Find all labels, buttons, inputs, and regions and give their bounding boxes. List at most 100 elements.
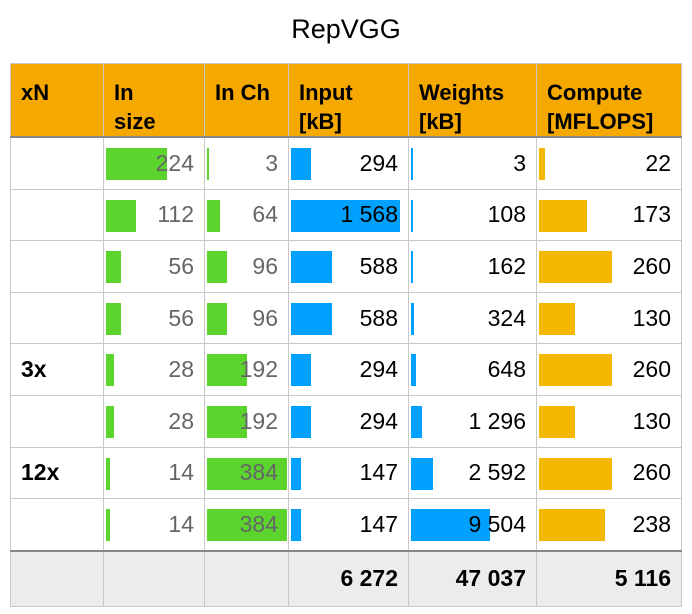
cell-input: 1 568 (288, 188, 409, 242)
table-row: 224 3 294 3 22 (10, 135, 682, 190)
header-text-line: [MFLOPS] (547, 109, 654, 134)
value-label: 147 (359, 459, 398, 486)
value-label: 3 (513, 149, 526, 176)
value-label: 294 (359, 356, 398, 383)
value-label: 224 (155, 149, 194, 176)
bar-weights (411, 354, 417, 387)
value-label: 238 (632, 510, 671, 537)
value-label: 14 (168, 510, 194, 537)
cell-weights: 324 (408, 291, 537, 345)
table-row: 3x 28 192 294 648 260 (10, 343, 682, 396)
value-label: 147 (359, 510, 398, 537)
value-label: 648 (487, 356, 526, 383)
bar-in-size (106, 509, 110, 542)
bar-compute (539, 509, 606, 542)
cell-weights: 648 (408, 343, 537, 396)
chart-title: RepVGG (291, 14, 401, 44)
bar-input (291, 405, 312, 438)
value-label: 64 (252, 201, 278, 228)
bar-compute (539, 199, 588, 232)
cell-input: 588 (288, 291, 409, 345)
value-label: 108 (487, 201, 526, 228)
bar-compute (539, 354, 612, 387)
bar-in-size (106, 405, 114, 438)
cell-xn: 12x (10, 446, 104, 500)
header-compute: Compute [MFLOPS] (536, 63, 682, 138)
bar-input (291, 251, 332, 284)
cell-xn (10, 240, 104, 293)
value-label: 28 (168, 356, 194, 383)
cell-in-size: 14 (103, 498, 205, 552)
cell-weights: 2 592 (408, 446, 537, 500)
header-row: xN In size In Ch Input [kB] Weights [kB] Co… (10, 63, 682, 138)
table-row: 14 384 147 9 504 238 (10, 498, 682, 552)
header-text-line: xN (21, 80, 50, 105)
bar-compute (539, 302, 576, 335)
header-text-line: [kB] (299, 109, 342, 134)
cell-compute: 260 (536, 240, 682, 293)
bar-compute (539, 457, 612, 490)
header-in-size: In size (103, 63, 205, 138)
value-label: 2 592 (468, 459, 526, 486)
bar-compute (539, 405, 576, 438)
table-row: 112 64 1 568 108 173 (10, 188, 682, 242)
value-label: 260 (632, 459, 671, 486)
cell-compute: 130 (536, 394, 682, 448)
value-label: 260 (632, 356, 671, 383)
data-table: xN In size In Ch Input [kB] Weights [kB] Co… (10, 63, 682, 607)
cell-in-ch: 384 (204, 498, 289, 552)
bar-in-size (106, 457, 110, 490)
bar-weights (411, 302, 414, 335)
cell-input: 294 (288, 394, 409, 448)
cell-xn (10, 188, 104, 242)
value-label: 56 (168, 252, 194, 279)
cell-in-size: 14 (103, 446, 205, 500)
header-in-ch: In Ch (204, 63, 289, 138)
cell-in-ch: 192 (204, 343, 289, 396)
bar-weights (411, 251, 413, 284)
value-label: 294 (359, 149, 398, 176)
bar-input (291, 354, 312, 387)
header-text-line: Input (299, 80, 353, 105)
bar-weights (411, 457, 433, 490)
table-row: 28 192 294 1 296 130 (10, 394, 682, 448)
header-text-line: size (114, 109, 156, 134)
cell-in-size: 112 (103, 188, 205, 242)
header-text-line: Compute (547, 80, 643, 105)
value-label: 9 504 (468, 510, 526, 537)
bar-weights (411, 509, 491, 542)
bar-in-ch (207, 199, 221, 232)
bar-input (291, 199, 401, 232)
header-xn: xN (10, 63, 104, 138)
cell-xn (10, 498, 104, 552)
cell-compute: 173 (536, 188, 682, 242)
bar-compute (539, 148, 546, 180)
bar-weights (411, 199, 413, 232)
total-cell (204, 549, 289, 607)
bar-in-ch (207, 148, 209, 180)
cell-xn: 3x (10, 343, 104, 396)
bar-input (291, 148, 312, 180)
value-label: 260 (632, 252, 671, 279)
value-label: 96 (252, 304, 278, 331)
totals-row: 6 272 47 037 5 116 (10, 549, 682, 607)
bar-in-ch (207, 251, 227, 284)
cell-weights: 108 (408, 188, 537, 242)
cell-compute: 130 (536, 291, 682, 345)
total-cell (103, 549, 205, 607)
bar-in-ch (207, 457, 287, 490)
value-label: 112 (157, 201, 194, 228)
value-label: 384 (239, 510, 278, 537)
cell-in-size: 28 (103, 394, 205, 448)
cell-in-size: 56 (103, 291, 205, 345)
bar-in-ch (207, 354, 247, 387)
bar-weights (411, 148, 413, 180)
total-cell: 47 037 (408, 549, 537, 607)
value-label: 162 (487, 252, 526, 279)
value-label: 1 296 (468, 407, 526, 434)
cell-weights: 9 504 (408, 498, 537, 552)
bar-in-ch (207, 509, 287, 542)
cell-xn (10, 394, 104, 448)
value-label: 56 (168, 304, 194, 331)
cell-in-ch: 96 (204, 291, 289, 345)
